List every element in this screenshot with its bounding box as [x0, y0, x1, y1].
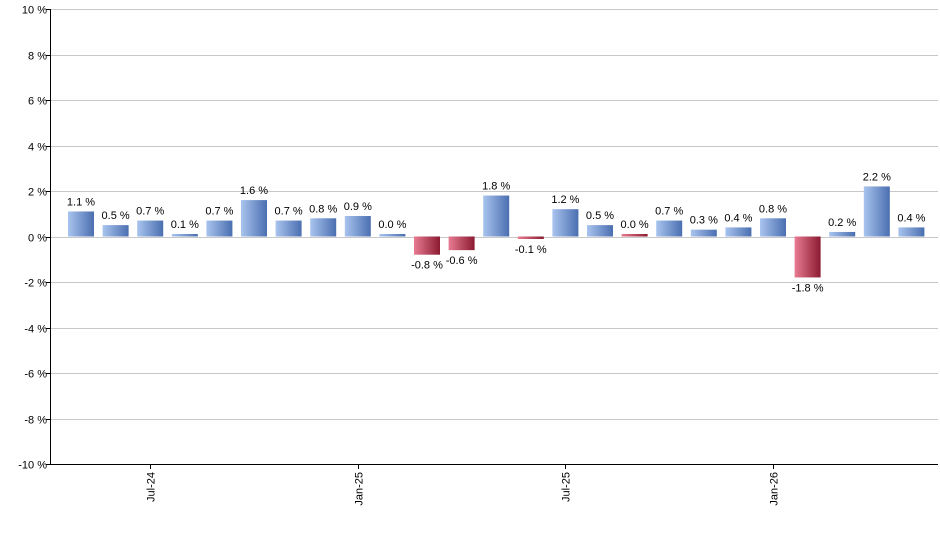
bar [414, 236, 440, 255]
y-tick-label: 0 % [28, 233, 47, 245]
x-axis-tick-labels: Jul-24 Jan-25 Jul-25 Jan-26 [146, 464, 781, 506]
bar-value-label: 1.2 % [551, 194, 579, 206]
bar [552, 209, 579, 237]
bar [760, 218, 786, 237]
bar [517, 236, 544, 239]
bar [102, 225, 129, 237]
bar-value-label: 0.7 % [205, 206, 233, 218]
bar-value-label: 2.2 % [863, 171, 891, 183]
bar-value-label: 1.1 % [67, 196, 95, 208]
bar-value-label: 0.5 % [586, 210, 614, 222]
bar [68, 211, 94, 237]
y-tick-label: 8 % [28, 51, 47, 63]
bar [344, 216, 371, 237]
y-tick-label: -4 % [24, 324, 47, 336]
x-tick-label: Jan-26 [769, 472, 781, 506]
y-tick-label: 6 % [28, 96, 47, 108]
bar-value-label: 0.7 % [655, 206, 683, 218]
y-tick-label: 10 % [22, 5, 47, 17]
bar [656, 220, 683, 237]
bar-value-label: 0.4 % [897, 212, 925, 224]
bar [621, 234, 648, 237]
bar-value-labels: 1.1 % 0.5 % 0.7 % 0.1 % 0.7 % 1.6 % 0.7 % 0.8 %… [67, 171, 926, 294]
bar-value-label: 1.8 % [482, 181, 510, 193]
bar-value-label: 0.8 % [309, 203, 337, 215]
bar-value-label: 0.1 % [171, 219, 199, 231]
bar-value-label: 0.2 % [828, 217, 856, 229]
bar-value-label: 0.7 % [275, 206, 303, 218]
bar [898, 227, 925, 237]
bar [587, 225, 613, 237]
bar-value-label: 1.6 % [240, 185, 268, 197]
bar [275, 220, 302, 237]
bars [68, 186, 925, 278]
bar [137, 220, 164, 237]
bar [794, 236, 821, 278]
bar [448, 236, 475, 251]
bar [206, 220, 233, 237]
bar-value-label: 0.5 % [102, 210, 130, 222]
y-tick-label: 4 % [28, 142, 47, 154]
bar-value-label: -1.8 % [792, 282, 824, 294]
y-tick-label: -6 % [24, 369, 47, 381]
bar [379, 234, 406, 237]
x-tick-label: Jan-25 [354, 472, 366, 506]
bar [725, 227, 752, 237]
bar-value-label: 0.8 % [759, 203, 787, 215]
bar-value-label: 0.0 % [621, 219, 649, 231]
bar-value-label: 0.3 % [690, 215, 718, 227]
x-tick-label: Jul-24 [146, 472, 158, 502]
bar [863, 186, 890, 237]
bar [171, 234, 198, 237]
y-tick-label: -10 % [18, 460, 47, 472]
bar-value-label: -0.6 % [446, 255, 478, 267]
y-tick-label: -8 % [24, 415, 47, 427]
bar-value-label: 0.0 % [378, 219, 406, 231]
bar-value-label: -0.1 % [515, 244, 547, 256]
y-tick-label: -2 % [24, 278, 47, 290]
axes [50, 9, 938, 465]
bar [310, 218, 337, 237]
bar-value-label: 0.9 % [344, 201, 372, 213]
y-axis-tick-labels: 10 % 8 % 6 % 4 % 2 % 0 % -2 % -4 % -6 % -8 % -10 % [18, 5, 47, 472]
bar [690, 229, 717, 237]
bar-value-label: 0.4 % [724, 212, 752, 224]
bar-value-label: 0.7 % [136, 206, 164, 218]
bar [483, 195, 510, 237]
y-tick-label: 2 % [28, 187, 47, 199]
bar [829, 231, 856, 237]
bar [241, 200, 267, 237]
x-tick-label: Jul-25 [561, 472, 573, 502]
bar-value-label: -0.8 % [411, 260, 443, 272]
